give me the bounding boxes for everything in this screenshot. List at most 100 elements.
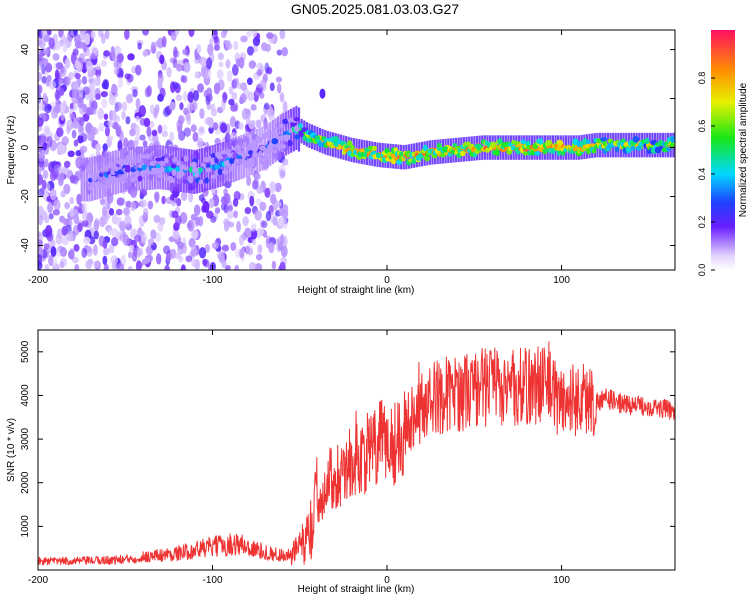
spectrogram-noise-cell (169, 131, 174, 143)
spectrogram-noise-cell (254, 262, 263, 270)
spectrogram-noise-cell (81, 220, 89, 227)
spectrogram-noise-cell (87, 131, 95, 142)
spectrogram-x-tick-label: 100 (553, 275, 570, 286)
spectrogram-ridge-cell (198, 179, 204, 185)
spectrogram-noise-cell (228, 86, 234, 95)
snr-x-axis-label: Height of straight line (km) (298, 584, 415, 595)
spectrogram-noise-cell (238, 122, 244, 130)
spectrogram-noise-cell (230, 103, 238, 112)
spectrogram-noise-cell (254, 209, 262, 221)
spectrogram-noise-cell (255, 253, 263, 261)
spectrogram-noise-cell (276, 49, 283, 56)
spectrogram-noise-cell (43, 125, 50, 135)
spectrogram-noise-cell (41, 179, 47, 190)
spectrogram-noise-cell (162, 124, 168, 133)
spectrogram-ridge-cell (494, 149, 500, 157)
spectrogram-noise-cell (276, 83, 282, 94)
spectrogram-noise-cell (52, 209, 61, 216)
spectrogram-noise-cell (121, 110, 126, 120)
spectrogram-noise-cell (183, 127, 191, 137)
spectrogram-noise-cell (139, 134, 146, 141)
spectrogram-noise-cell (99, 198, 106, 205)
spectrogram-ridge-cell (376, 153, 382, 159)
spectrogram-noise-cell (255, 119, 262, 129)
spectrogram-noise-cell (233, 210, 238, 219)
spectrogram-ridge-envelope (187, 149, 191, 194)
spectrogram-noise-cell (246, 77, 253, 86)
spectrogram-noise-cell (145, 246, 153, 256)
spectrogram-noise-cell (104, 30, 110, 40)
spectrogram-noise-cell (162, 107, 170, 118)
spectrogram-noise-cell (230, 241, 237, 251)
spectrogram-noise-cell (154, 40, 162, 48)
spectrogram-x-ticks: -200 -100 0 100 (28, 30, 570, 286)
spectrogram-noise-cell (185, 255, 193, 263)
spectrogram-ridge-cell (602, 141, 607, 147)
spectrogram-noise-cell (169, 248, 177, 259)
snr-y-tick-label: 3000 (20, 428, 31, 451)
spectrogram-noise-cell (54, 89, 60, 101)
spectrogram-y-tick-label: 40 (20, 44, 31, 56)
spectrogram-ridge-cell (118, 177, 126, 183)
spectrogram-ridge-cell (90, 181, 96, 189)
spectrogram-noise-cell (77, 134, 84, 144)
spectrogram-noise-cell (228, 98, 235, 106)
spectrogram-noise-cell (53, 164, 60, 172)
spectrogram-noise-cell (260, 42, 268, 52)
spectrogram-noise-cell (73, 214, 80, 225)
spectrogram-ridge-cell (423, 144, 428, 152)
spectrogram-noise-cell (264, 62, 270, 74)
spectrogram-ridge-cell (520, 139, 527, 145)
spectrogram-noise-cell (196, 137, 204, 149)
spectrogram-ridge-cell (123, 172, 128, 180)
spectrogram-noise-cell (129, 128, 137, 137)
spectrogram-noise-cell (102, 255, 108, 266)
spectrogram-noise-cell (223, 188, 228, 196)
spectrogram-noise-cell (206, 116, 214, 126)
spectrogram-noise-cell (182, 90, 188, 102)
spectrogram-noise-cell (238, 56, 245, 69)
spectrogram-noise-cell (38, 150, 45, 162)
spectrogram-noise-cell (170, 31, 177, 41)
spectrogram-noise-cell (222, 91, 228, 104)
spectrogram-ridge-cell (183, 155, 189, 162)
spectrogram-ridge-cell (259, 145, 266, 151)
spectrogram-noise-cell (142, 49, 148, 57)
spectrogram-noise-cell (169, 101, 176, 111)
spectrogram-noise-cell (142, 30, 149, 36)
spectrogram-noise-cell (61, 225, 68, 236)
spectrogram-noise-cell (276, 236, 284, 247)
spectrogram-noise-cell (153, 108, 159, 117)
spectrogram-ridge-cell (107, 161, 114, 169)
spectrogram-noise-cell (54, 247, 62, 257)
spectrogram-ridge-envelope (282, 112, 285, 157)
colorbar-label: Normalized spectral amplitude (738, 82, 749, 217)
spectrogram-noise-cell (277, 216, 285, 227)
spectrogram-noise-cell (213, 35, 219, 44)
spectrogram-noise-cell (54, 69, 60, 81)
spectrogram-noise-cell (48, 213, 54, 220)
spectrogram-noise-cell (161, 35, 167, 48)
spectrogram-ridge-cell (290, 122, 297, 127)
spectrogram-noise-cell (119, 220, 126, 232)
spectrogram-ridge-cell (144, 153, 151, 160)
spectrogram-noise-cell (113, 67, 120, 76)
spectrogram-noise-cell (281, 46, 289, 57)
spectrogram-ridge-cell (600, 137, 608, 142)
spectrogram-noise-cell (191, 229, 199, 240)
spectrogram-ridge-cell (224, 160, 231, 167)
spectrogram-noise-cell (280, 245, 288, 258)
spectrogram-noise-cell (44, 263, 50, 270)
spectrogram-noise-cell (43, 48, 49, 55)
spectrogram-noise-cell (187, 91, 194, 103)
spectrogram-noise-cell (282, 100, 288, 113)
spectrogram-noise-cell (176, 198, 182, 207)
spectrogram-ridge-cell (261, 133, 266, 140)
spectrogram-ridge-cell (210, 153, 216, 158)
spectrogram-noise-cell (259, 201, 267, 212)
spectrogram-ridge-cell (183, 166, 189, 171)
spectrogram-noise-cell (151, 129, 158, 137)
spectrogram-noise-cell (256, 185, 264, 194)
spectrogram-noise-cell (84, 32, 91, 45)
spectrogram-x-tick-label: -100 (203, 275, 223, 286)
